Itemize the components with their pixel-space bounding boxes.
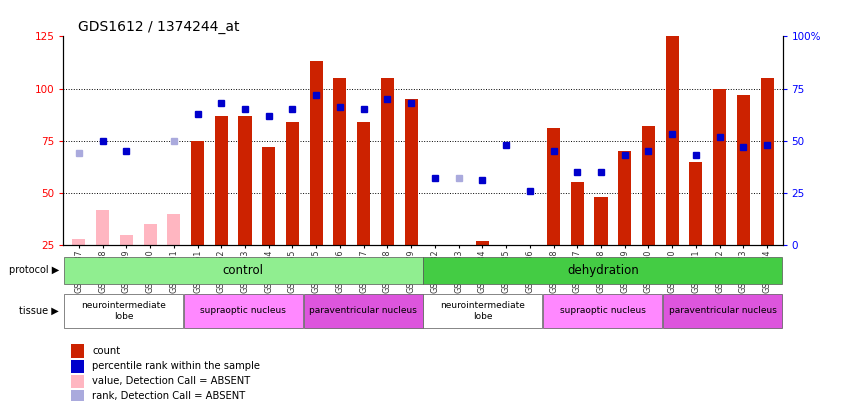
Text: value, Detection Call = ABSENT: value, Detection Call = ABSENT [92,376,250,386]
Bar [120,234,133,245]
Text: paraventricular nucleus: paraventricular nucleus [309,306,417,315]
Bar [310,62,322,245]
Bar [191,141,204,245]
Bar [239,116,251,245]
Text: protocol ▶: protocol ▶ [9,265,59,275]
Bar [642,126,655,245]
Text: neurointermediate
lobe: neurointermediate lobe [441,301,525,320]
Bar [262,147,275,245]
Text: percentile rank within the sample: percentile rank within the sample [92,361,261,371]
Bar [666,36,678,245]
Text: control: control [222,264,264,277]
Bar [215,116,228,245]
Bar [424,294,542,328]
Bar [618,151,631,245]
Bar [70,390,84,403]
Bar [761,78,773,245]
Bar [73,239,85,245]
Bar [184,294,303,328]
Bar [499,245,513,260]
Bar [524,245,536,272]
Text: dehydration: dehydration [567,264,639,277]
Bar [381,78,394,245]
Text: tissue ▶: tissue ▶ [19,306,59,316]
Text: rank, Detection Call = ABSENT: rank, Detection Call = ABSENT [92,391,245,401]
Text: supraoptic nucleus: supraoptic nucleus [201,306,286,315]
Bar [595,197,607,245]
Bar [144,224,157,245]
Bar [571,182,584,245]
Text: GDS1612 / 1374244_at: GDS1612 / 1374244_at [78,20,239,34]
Text: supraoptic nucleus: supraoptic nucleus [560,306,645,315]
Bar [70,344,84,358]
Text: paraventricular nucleus: paraventricular nucleus [668,306,777,315]
Bar [404,99,418,245]
Bar [96,209,109,245]
Bar [286,122,299,245]
Text: count: count [92,346,120,356]
Bar [713,89,726,245]
Bar [475,241,489,245]
Bar [304,294,422,328]
Bar [64,257,422,284]
Bar [689,162,702,245]
Bar [663,294,782,328]
Bar [424,257,782,284]
Text: neurointermediate
lobe: neurointermediate lobe [81,301,166,320]
Bar [64,294,183,328]
Bar [70,360,84,373]
Bar [333,78,347,245]
Bar [168,214,180,245]
Bar [737,95,750,245]
Bar [357,122,371,245]
Bar [70,375,84,388]
Bar [543,294,662,328]
Bar [547,128,560,245]
